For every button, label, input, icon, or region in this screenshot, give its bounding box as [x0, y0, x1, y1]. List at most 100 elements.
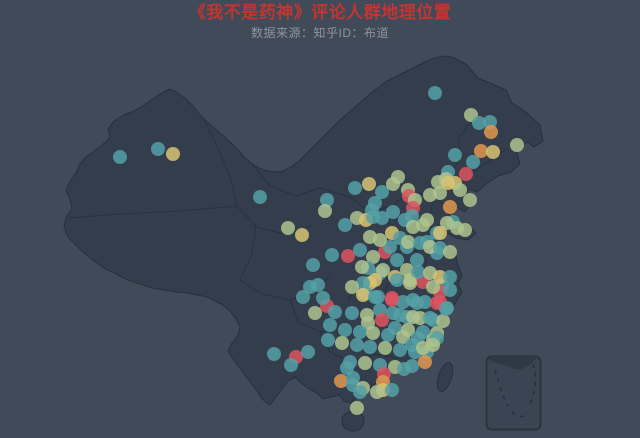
- scatter-dot[interactable]: [334, 374, 348, 388]
- scatter-dot[interactable]: [353, 385, 367, 399]
- scatter-dot[interactable]: [345, 306, 359, 320]
- scatter-dot[interactable]: [393, 343, 407, 357]
- scatter-dot[interactable]: [325, 248, 339, 262]
- scatter-dot[interactable]: [426, 338, 440, 352]
- scatter-dot[interactable]: [418, 355, 432, 369]
- scatter-dot[interactable]: [411, 265, 425, 279]
- scatter-dot[interactable]: [410, 253, 424, 267]
- scatter-dot[interactable]: [403, 276, 417, 290]
- scatter-dot[interactable]: [393, 308, 407, 322]
- scatter-dot[interactable]: [439, 302, 453, 316]
- scatter-dot[interactable]: [335, 336, 349, 350]
- scatter-dot[interactable]: [308, 306, 322, 320]
- scatter-dot[interactable]: [373, 233, 387, 247]
- scatter-dot[interactable]: [368, 273, 382, 287]
- scatter-dot[interactable]: [295, 228, 309, 242]
- taiwan-island[interactable]: [434, 361, 456, 394]
- scatter-dot[interactable]: [348, 181, 362, 195]
- scatter-dot[interactable]: [510, 138, 524, 152]
- scatter-dot[interactable]: [362, 177, 376, 191]
- scatter-dot[interactable]: [436, 314, 450, 328]
- scatter-dot[interactable]: [433, 270, 447, 284]
- scatter-dot[interactable]: [401, 235, 415, 249]
- scatter-dot[interactable]: [383, 240, 397, 254]
- scatter-dot[interactable]: [360, 308, 374, 322]
- scatter-dot[interactable]: [366, 210, 380, 224]
- scatter-dot[interactable]: [423, 311, 437, 325]
- scatter-dot[interactable]: [453, 183, 467, 197]
- scatter-dot[interactable]: [406, 310, 420, 324]
- scatter-dot[interactable]: [328, 305, 342, 319]
- scatter-dot[interactable]: [426, 280, 440, 294]
- scatter-dot[interactable]: [301, 345, 315, 359]
- scatter-dot[interactable]: [484, 125, 498, 139]
- scatter-dot[interactable]: [376, 263, 390, 277]
- scatter-dot[interactable]: [428, 86, 442, 100]
- scatter-dot[interactable]: [443, 283, 457, 297]
- scatter-dot[interactable]: [353, 325, 367, 339]
- scatter-dots-layer[interactable]: [113, 86, 524, 415]
- scatter-dot[interactable]: [381, 328, 395, 342]
- hainan-island[interactable]: [341, 410, 365, 432]
- scatter-dot[interactable]: [345, 280, 359, 294]
- scatter-dot[interactable]: [306, 258, 320, 272]
- scatter-dot[interactable]: [443, 270, 457, 284]
- scatter-dot[interactable]: [390, 253, 404, 267]
- scatter-dot[interactable]: [363, 340, 377, 354]
- scatter-dot[interactable]: [433, 186, 447, 200]
- scatter-dot[interactable]: [472, 116, 486, 130]
- scatter-dot[interactable]: [386, 205, 400, 219]
- scatter-dot[interactable]: [433, 226, 447, 240]
- scatter-dot[interactable]: [151, 142, 165, 156]
- scatter-dot[interactable]: [443, 200, 457, 214]
- scatter-dot[interactable]: [459, 167, 473, 181]
- scatter-dot[interactable]: [311, 278, 325, 292]
- scatter-dot[interactable]: [385, 291, 399, 305]
- scatter-dot[interactable]: [400, 263, 414, 277]
- scatter-dot[interactable]: [396, 330, 410, 344]
- scatter-dot[interactable]: [353, 243, 367, 257]
- scatter-dot[interactable]: [338, 323, 352, 337]
- scatter-dot[interactable]: [375, 185, 389, 199]
- scatter-dot[interactable]: [321, 333, 335, 347]
- scatter-dot[interactable]: [405, 338, 419, 352]
- scatter-dot[interactable]: [253, 190, 267, 204]
- scatter-dot[interactable]: [113, 150, 127, 164]
- scatter-dot[interactable]: [405, 359, 419, 373]
- scatter-dot[interactable]: [366, 326, 380, 340]
- scatter-dot[interactable]: [281, 221, 295, 235]
- scatter-dot[interactable]: [316, 291, 330, 305]
- scatter-dot[interactable]: [356, 276, 370, 290]
- scatter-dot[interactable]: [323, 318, 337, 332]
- scatter-dot[interactable]: [346, 371, 360, 385]
- scatter-dot[interactable]: [358, 356, 372, 370]
- scatter-dot[interactable]: [416, 218, 430, 232]
- scatter-dot[interactable]: [441, 176, 455, 190]
- scatter-dot[interactable]: [356, 288, 370, 302]
- scatter-dot[interactable]: [355, 260, 369, 274]
- scatter-dot[interactable]: [418, 295, 432, 309]
- scatter-dot[interactable]: [318, 204, 332, 218]
- scatter-dot[interactable]: [466, 155, 480, 169]
- scatter-dot[interactable]: [463, 193, 477, 207]
- scatter-dot[interactable]: [390, 273, 404, 287]
- scatter-dot[interactable]: [296, 290, 310, 304]
- scatter-dot[interactable]: [350, 401, 364, 415]
- scatter-dot[interactable]: [375, 313, 389, 327]
- scatter-dot[interactable]: [350, 338, 364, 352]
- scatter-dot[interactable]: [378, 341, 392, 355]
- scatter-dot[interactable]: [320, 193, 334, 207]
- scatter-dot[interactable]: [366, 250, 380, 264]
- scatter-dot[interactable]: [406, 293, 420, 307]
- scatter-dot[interactable]: [341, 249, 355, 263]
- scatter-dot[interactable]: [267, 347, 281, 361]
- scatter-dot[interactable]: [391, 170, 405, 184]
- scatter-dot[interactable]: [338, 218, 352, 232]
- scatter-dot[interactable]: [443, 245, 457, 259]
- scatter-dot[interactable]: [284, 358, 298, 372]
- scatter-dot[interactable]: [370, 385, 384, 399]
- scatter-dot[interactable]: [166, 147, 180, 161]
- scatter-dot[interactable]: [368, 290, 382, 304]
- scatter-dot[interactable]: [458, 223, 472, 237]
